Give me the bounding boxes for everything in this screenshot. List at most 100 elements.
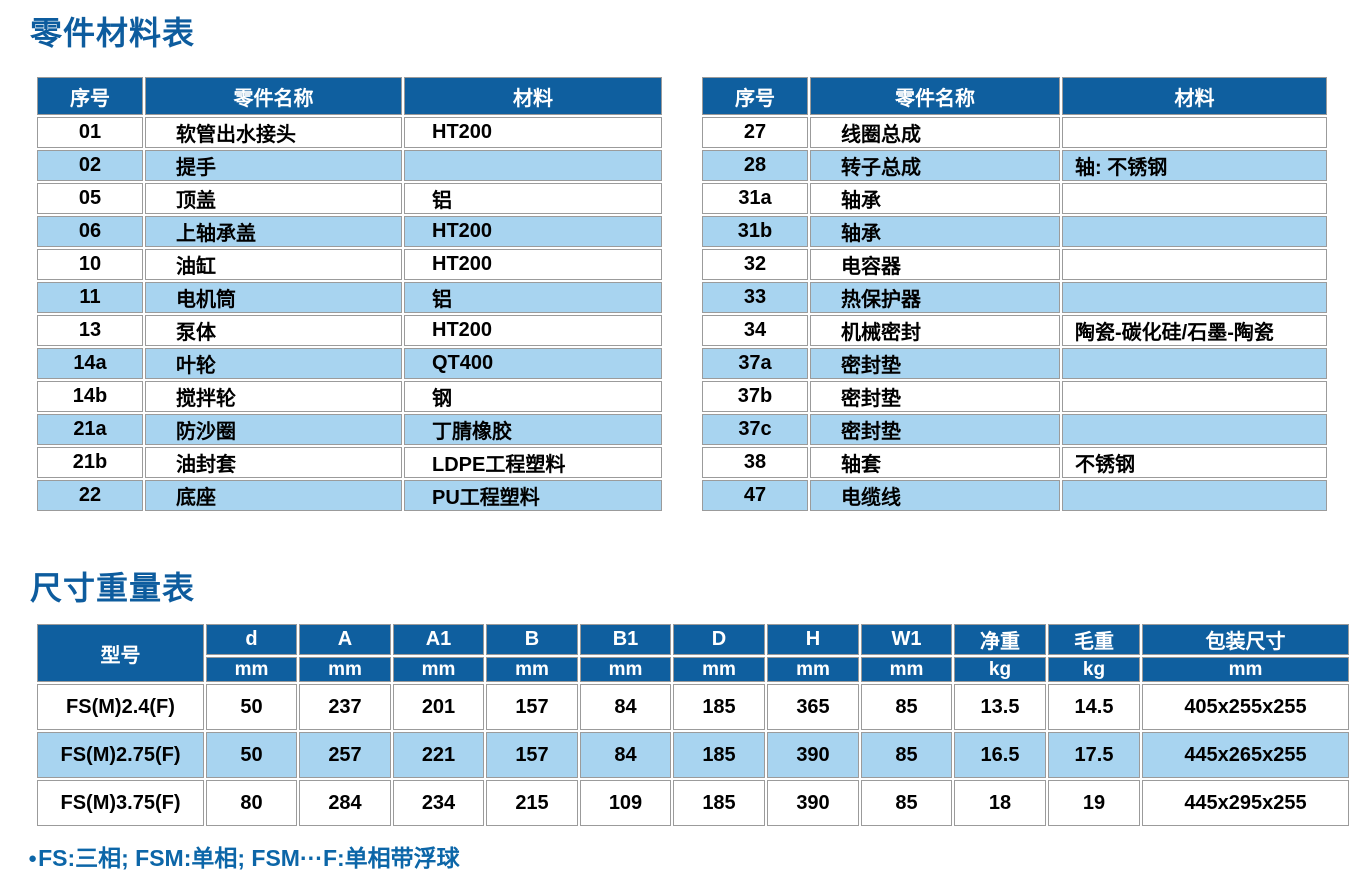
parts-row: 11 电机筒铝 — [37, 282, 662, 313]
part-material-cell: HT200 — [404, 249, 662, 280]
value-cell: 18 — [954, 780, 1046, 826]
part-material-cell — [1062, 183, 1327, 214]
parts-row: 10 油缸 HT200 — [37, 249, 662, 280]
part-no-cell: 47 — [702, 480, 808, 511]
size-col-label: A — [299, 624, 391, 655]
part-name-cell: 线圈总成 — [810, 117, 1060, 148]
part-no-cell: 22 — [37, 480, 143, 511]
size-col-unit: mm — [206, 657, 297, 682]
part-name-cell: 软管出水接头 — [145, 117, 402, 148]
parts-row: 37b 密封垫 — [702, 381, 1327, 412]
value-cell: 109 — [580, 780, 671, 826]
part-no-cell: 37a — [702, 348, 808, 379]
part-name-cell: 轴承 — [810, 216, 1060, 247]
part-name-cell: 密封垫 — [810, 414, 1060, 445]
col-header-no: 序号 — [37, 77, 143, 115]
part-name-cell: 密封垫 — [810, 348, 1060, 379]
part-name-cell: 电缆线 — [810, 480, 1060, 511]
part-material-cell — [1062, 414, 1327, 445]
value-cell: 257 — [299, 732, 391, 778]
bullet-icon: ● — [28, 850, 38, 867]
parts-row: 01 软管出水接头 HT200 — [37, 117, 662, 148]
part-no-cell: 14a — [37, 348, 143, 379]
value-cell: 85 — [861, 732, 952, 778]
part-name-cell: 电机筒 — [145, 282, 402, 313]
parts-row: 14a 叶轮 QT400 — [37, 348, 662, 379]
part-name-cell: 电容器 — [810, 249, 1060, 280]
size-col-label: d — [206, 624, 297, 655]
part-no-cell: 21b — [37, 447, 143, 478]
size-col-label: W1 — [861, 624, 952, 655]
col-header-material: 材料 — [1062, 77, 1327, 115]
value-cell: 445x265x255 — [1142, 732, 1349, 778]
col-header-material: 材料 — [404, 77, 662, 115]
value-cell: 85 — [861, 780, 952, 826]
part-no-cell: 28 — [702, 150, 808, 181]
part-name-cell: 轴套 — [810, 447, 1060, 478]
model-cell: FS(M)3.75(F) — [37, 780, 204, 826]
parts-left-header-row: 序号 零件名称 材料 — [37, 77, 662, 115]
part-material-cell: 不锈钢 — [1062, 447, 1327, 478]
part-material-cell — [1062, 348, 1327, 379]
part-material-cell — [1062, 117, 1327, 148]
value-cell: 84 — [580, 684, 671, 730]
footnote-text: FS:三相; FSM:单相; FSM···F:单相带浮球 — [38, 845, 460, 871]
part-no-cell: 05 — [37, 183, 143, 214]
parts-row: 13 泵体 HT200 — [37, 315, 662, 346]
value-cell: 19 — [1048, 780, 1140, 826]
value-cell: 185 — [673, 780, 765, 826]
value-cell: 215 — [486, 780, 578, 826]
size-col-label: 净重 — [954, 624, 1046, 655]
value-cell: 284 — [299, 780, 391, 826]
size-weight-table: 型号 d A A1 B B1 D H W1 净重 毛重 包装尺寸 mm mm mm mm mm mm mm mm k… — [35, 622, 1351, 828]
part-material-cell: 铝 — [404, 282, 662, 313]
part-no-cell: 21a — [37, 414, 143, 445]
part-no-cell: 31b — [702, 216, 808, 247]
size-col-unit: kg — [954, 657, 1046, 682]
parts-row: 21a 防沙圈 丁腈橡胶 — [37, 414, 662, 445]
part-name-cell: 搅拌轮 — [145, 381, 402, 412]
model-cell: FS(M)2.75(F) — [37, 732, 204, 778]
part-name-cell: 机械密封 — [810, 315, 1060, 346]
parts-row: 27 线圈总成 — [702, 117, 1327, 148]
parts-row: 37c 密封垫 — [702, 414, 1327, 445]
part-no-cell: 10 — [37, 249, 143, 280]
col-header-name: 零件名称 — [810, 77, 1060, 115]
size-col-label: D — [673, 624, 765, 655]
size-col-unit: mm — [393, 657, 484, 682]
footnote: ●FS:三相; FSM:单相; FSM···F:单相带浮球 — [28, 839, 1363, 873]
part-material-cell — [1062, 282, 1327, 313]
part-material-cell: 陶瓷-碳化硅/石墨-陶瓷 — [1062, 315, 1327, 346]
parts-row: 32 电容器 — [702, 249, 1327, 280]
part-no-cell: 06 — [37, 216, 143, 247]
part-name-cell: 密封垫 — [810, 381, 1060, 412]
value-cell: 85 — [861, 684, 952, 730]
model-cell: FS(M)2.4(F) — [37, 684, 204, 730]
part-material-cell: HT200 — [404, 216, 662, 247]
size-col-label: 毛重 — [1048, 624, 1140, 655]
parts-row: 37a 密封垫 — [702, 348, 1327, 379]
parts-row: 05 顶盖铝 — [37, 183, 662, 214]
size-row: FS(M)2.75(F) 50 257 221 157 84 185 390 85 16.5 17.… — [37, 732, 1349, 778]
part-material-cell — [404, 150, 662, 181]
value-cell: 445x295x255 — [1142, 780, 1349, 826]
part-no-cell: 37c — [702, 414, 808, 445]
value-cell: 14.5 — [1048, 684, 1140, 730]
part-no-cell: 37b — [702, 381, 808, 412]
value-cell: 157 — [486, 684, 578, 730]
parts-table-left: 序号 零件名称 材料 01 软管出水接头 HT200 02 提手 05 顶盖铝 06 上轴承盖 H… — [35, 75, 664, 513]
value-cell: 221 — [393, 732, 484, 778]
size-col-unit: mm — [486, 657, 578, 682]
part-material-cell: HT200 — [404, 315, 662, 346]
size-col-unit: mm — [1142, 657, 1349, 682]
part-no-cell: 14b — [37, 381, 143, 412]
part-no-cell: 38 — [702, 447, 808, 478]
part-no-cell: 31a — [702, 183, 808, 214]
value-cell: 50 — [206, 732, 297, 778]
parts-row: 06 上轴承盖 HT200 — [37, 216, 662, 247]
part-no-cell: 27 — [702, 117, 808, 148]
parts-row: 31a 轴承 — [702, 183, 1327, 214]
value-cell: 50 — [206, 684, 297, 730]
col-header-name: 零件名称 — [145, 77, 402, 115]
value-cell: 17.5 — [1048, 732, 1140, 778]
